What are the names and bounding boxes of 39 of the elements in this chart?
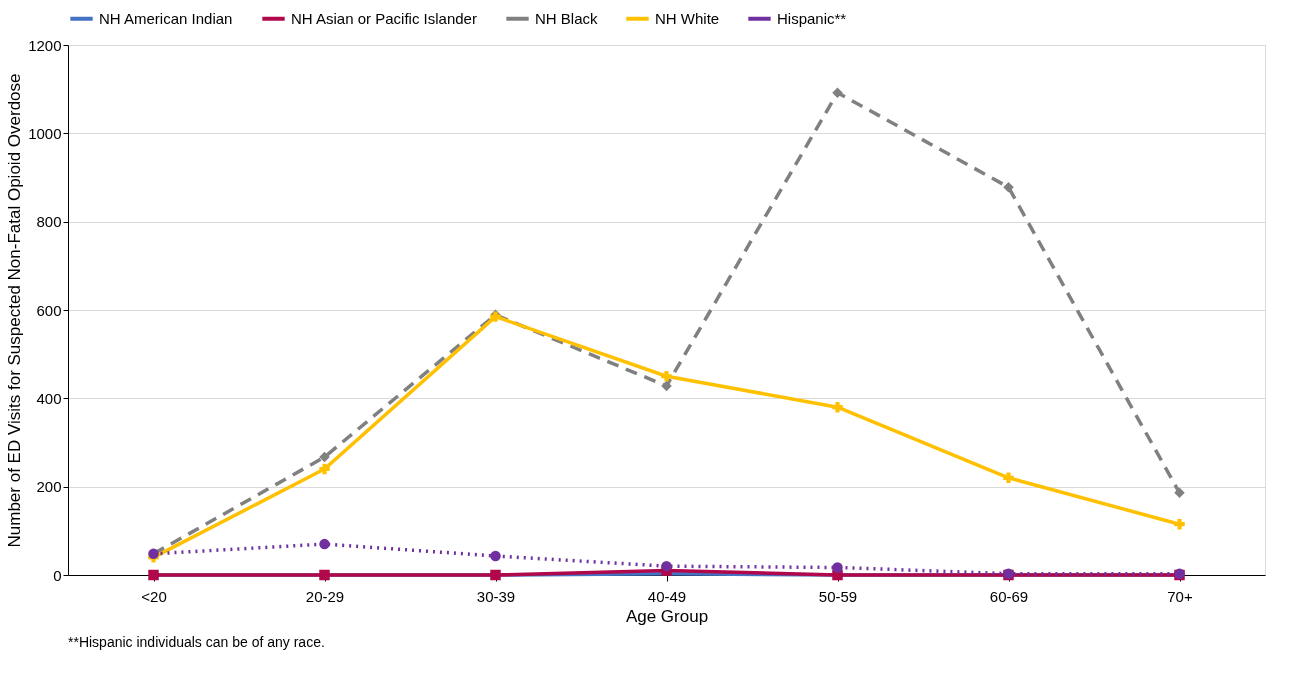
point [661,371,672,382]
point [148,569,159,581]
point [832,87,843,98]
legend-label: NH Black [535,9,599,27]
point [490,550,501,562]
y-tick-label: 1000 [28,124,62,142]
point [1003,181,1014,193]
y-tick-label: 1200 [28,36,62,54]
x-tick-label: 60-69 [989,587,1029,605]
legend-label: Hispanic** [777,9,847,27]
legend-label: NH American Indian [99,9,233,27]
x-tick-label: 30-39 [476,587,516,605]
point [832,401,843,413]
legend-label: NH Asian or Pacific Islander [291,9,477,27]
point [1003,472,1014,484]
x-axis-title: Age Group [625,606,709,626]
y-tick-label: 200 [36,478,62,496]
point [661,380,672,392]
x-tick-label: 40-49 [647,587,687,605]
text: **Hispanic individuals can be of any race. [68,634,325,650]
x-tick-label: 50-59 [818,587,858,605]
x-tick-label: 20-29 [305,587,345,605]
point [319,463,330,475]
point [661,560,672,572]
point [1174,487,1185,499]
x-tick-label: <20 [141,587,167,605]
y-tick-label: 400 [36,389,62,407]
point [832,562,843,573]
point [319,538,330,550]
y-tick-label: 0 [53,566,62,584]
y-tick-label: 800 [36,213,62,231]
legend-label: NH White [655,9,720,27]
y-tick-label: 600 [36,301,62,319]
point [319,569,330,581]
x-tick-label: 70+ [1167,587,1193,605]
y-axis-title: Number of ED Visits for Suspected Non-Fatal Opioid Overdose [5,73,25,548]
point [319,451,330,463]
point [1174,518,1185,530]
point [490,569,501,581]
